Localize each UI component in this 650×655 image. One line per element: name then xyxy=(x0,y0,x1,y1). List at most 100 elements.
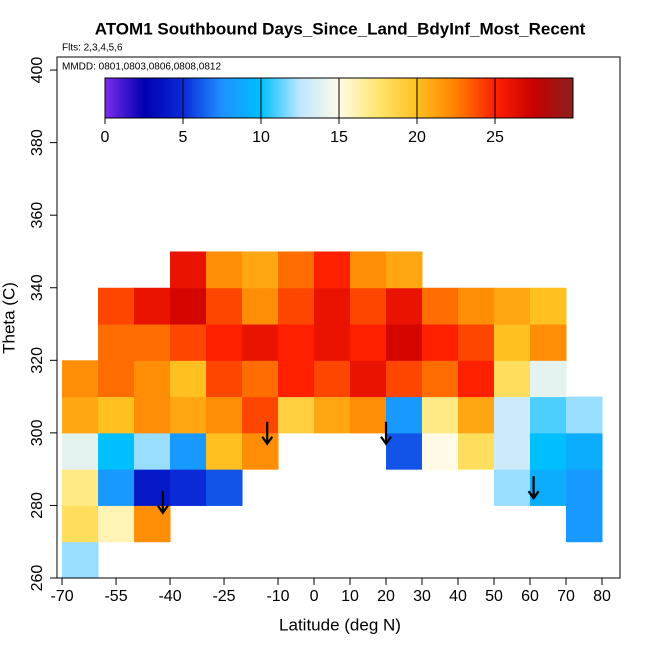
heat-cell xyxy=(458,432,495,470)
heat-cell xyxy=(350,287,387,325)
heat-cell xyxy=(170,469,207,506)
x-tick-label: -40 xyxy=(158,588,181,605)
heat-cell xyxy=(530,360,567,398)
x-tick-label: 80 xyxy=(593,588,611,605)
x-tick-label: 10 xyxy=(341,588,359,605)
heat-cell xyxy=(494,469,531,506)
subtitle: Flts: 2,3,4,5,6 xyxy=(62,43,123,54)
heat-cell xyxy=(206,469,243,506)
heat-cell xyxy=(62,505,99,543)
heat-cell xyxy=(98,396,135,434)
y-tick-label: 260 xyxy=(29,565,46,592)
y-axis-label: Theta (C) xyxy=(0,282,18,354)
annotation: MMDD: 0801,0803,0806,0808,0812 xyxy=(62,62,221,73)
heat-cell xyxy=(314,360,351,398)
y-tick-label: 400 xyxy=(29,57,46,84)
heat-cell xyxy=(386,396,423,434)
plot-frame xyxy=(56,56,621,579)
heat-cell xyxy=(134,469,171,506)
x-tick-label: 20 xyxy=(377,588,395,605)
heat-cell xyxy=(350,251,387,289)
heat-cell xyxy=(494,396,531,434)
heat-cell xyxy=(566,469,603,506)
colorbar-tick-label: 20 xyxy=(408,129,426,146)
heat-cell xyxy=(494,324,531,361)
y-tick-label: 280 xyxy=(29,492,46,519)
heat-cell xyxy=(242,396,279,434)
x-tick-label: 70 xyxy=(557,588,575,605)
x-tick-label: 0 xyxy=(310,588,319,605)
heat-cell xyxy=(494,360,531,398)
heat-cell xyxy=(350,324,387,361)
heat-cell xyxy=(458,360,495,398)
x-tick-label: 40 xyxy=(449,588,467,605)
heat-cell xyxy=(98,505,135,543)
heat-cell xyxy=(386,360,423,398)
heat-cell xyxy=(422,360,459,398)
heat-cell xyxy=(530,324,567,361)
heat-cell xyxy=(494,432,531,470)
heat-cell xyxy=(278,396,315,434)
heat-cell xyxy=(458,324,495,361)
heat-cell xyxy=(350,360,387,398)
heat-cell xyxy=(566,505,603,543)
heat-cell xyxy=(422,324,459,361)
heat-cell xyxy=(62,432,99,470)
heat-cell xyxy=(170,432,207,470)
heat-cell xyxy=(62,360,99,398)
heat-cell xyxy=(242,360,279,398)
heat-cell xyxy=(206,287,243,325)
heat-cell xyxy=(206,396,243,434)
heat-cell xyxy=(206,432,243,470)
heat-cell xyxy=(278,287,315,325)
arrow xyxy=(261,421,274,446)
heat-cell xyxy=(134,287,171,325)
heat-cell xyxy=(422,396,459,434)
arrow xyxy=(380,421,392,446)
heat-cell xyxy=(386,324,423,361)
heat-cell xyxy=(314,324,351,361)
heat-cell xyxy=(242,287,279,325)
heat-cell xyxy=(206,324,243,361)
heat-cell xyxy=(170,324,207,361)
x-tick-label: 30 xyxy=(413,588,431,605)
heat-cell xyxy=(458,287,495,325)
heat-cell xyxy=(242,324,279,361)
heat-cell xyxy=(422,287,459,325)
heat-cell xyxy=(62,396,99,434)
heat-cell xyxy=(314,396,351,434)
x-tick-label: -70 xyxy=(50,588,73,605)
y-tick-label: 360 xyxy=(29,202,46,229)
colorbar-tick-label: 10 xyxy=(252,129,270,146)
x-tick-label: 60 xyxy=(521,588,539,605)
heat-cell xyxy=(98,287,135,325)
heat-cell xyxy=(134,396,171,434)
heat-cell xyxy=(566,432,603,470)
heat-cell xyxy=(170,360,207,398)
heat-cell xyxy=(170,287,207,325)
heat-cell xyxy=(170,396,207,434)
heat-cell xyxy=(458,396,495,434)
heat-cell xyxy=(314,287,351,325)
heat-cell xyxy=(62,469,99,506)
y-tick-label: 340 xyxy=(29,274,46,301)
heat-cell xyxy=(278,360,315,398)
heat-cell xyxy=(62,541,99,579)
y-tick-label: 380 xyxy=(29,129,46,156)
y-tick-label: 320 xyxy=(29,347,46,374)
arrow xyxy=(527,476,540,501)
x-axis-label: Latitude (deg N) xyxy=(279,615,401,634)
heat-cell xyxy=(134,360,171,398)
heat-cell xyxy=(314,251,351,289)
heat-cell xyxy=(98,324,135,361)
heat-cell xyxy=(134,432,171,470)
heat-cell xyxy=(170,251,207,289)
colorbar-tick-label: 25 xyxy=(486,129,504,146)
heat-cell xyxy=(530,396,567,434)
heat-cell xyxy=(386,251,423,289)
heat-cell xyxy=(530,469,567,506)
y-tick-label: 300 xyxy=(29,419,46,446)
heat-cell xyxy=(278,251,315,289)
heat-cell xyxy=(242,432,279,470)
